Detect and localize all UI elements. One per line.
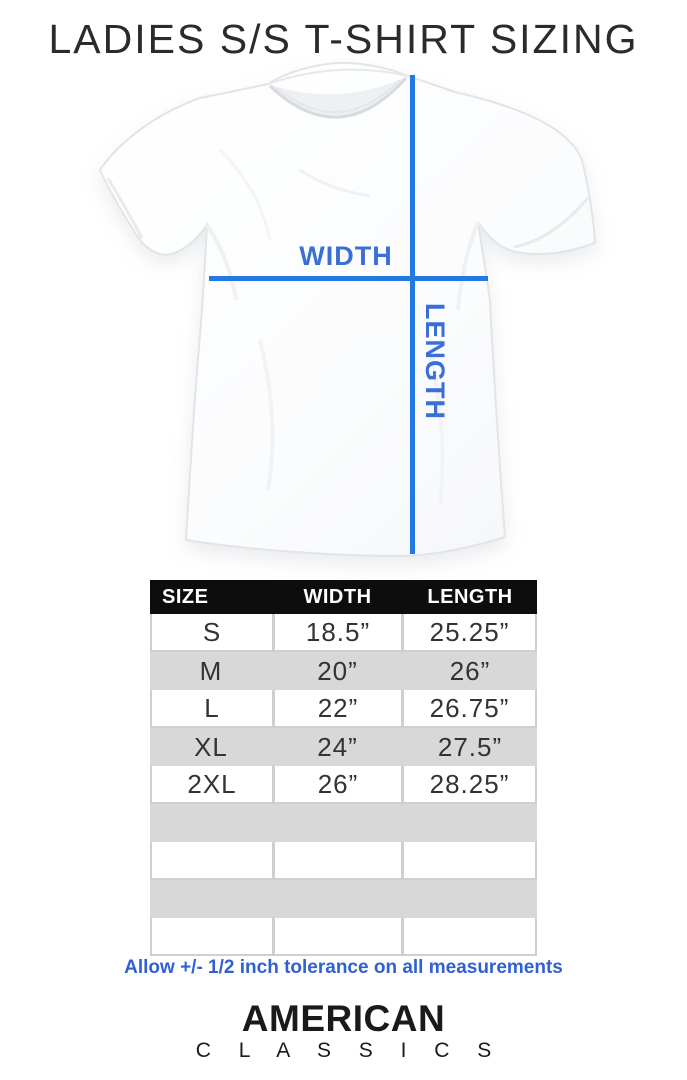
brand-name-line1: AMERICAN <box>241 998 446 1039</box>
brand-logo: AMERICAN C L A S S I C S <box>0 999 687 1063</box>
width-cell: 22” <box>275 690 401 726</box>
length-label: LENGTH <box>420 303 450 420</box>
size-row-xl: XL 24” 27.5” <box>150 728 537 766</box>
width-cell: 26” <box>275 766 401 802</box>
length-cell: 25.25” <box>404 614 535 650</box>
width-cell: 20” <box>317 655 358 686</box>
size-row-2xl: 2XL 26” 28.25” <box>150 766 537 804</box>
width-measure-line <box>209 276 488 281</box>
length-cell: 28.25” <box>404 766 535 802</box>
length-cell: 27.5” <box>437 731 503 762</box>
empty-row <box>150 804 537 842</box>
length-cell: 26” <box>449 655 491 686</box>
empty-row <box>150 918 537 956</box>
size-chart-header: SIZE WIDTH LENGTH <box>150 580 537 614</box>
empty-cell <box>275 842 401 878</box>
page-title: LADIES S/S T-SHIRT SIZING <box>48 16 639 62</box>
size-chart: SIZE WIDTH LENGTH S 18.5” 25.25” M 20” 2… <box>150 580 537 956</box>
tshirt-outline <box>98 61 597 558</box>
empty-cell <box>404 842 535 878</box>
empty-cell <box>152 918 272 954</box>
width-label: WIDTH <box>299 241 393 271</box>
empty-row <box>150 842 537 880</box>
tolerance-note: Allow +/- 1/2 inch tolerance on all meas… <box>124 957 563 978</box>
size-cell: 2XL <box>152 766 272 802</box>
size-cell: XL <box>194 731 228 762</box>
tshirt-graphic <box>98 61 597 558</box>
size-row-l: L 22” 26.75” <box>150 690 537 728</box>
size-cell: L <box>152 690 272 726</box>
width-cell: 24” <box>317 731 358 762</box>
length-cell: 26.75” <box>404 690 535 726</box>
header-cell-width: WIDTH <box>303 585 372 608</box>
header-cell-length: LENGTH <box>427 585 513 608</box>
size-cell: M <box>199 655 223 686</box>
size-row-m: M 20” 26” <box>150 652 537 690</box>
size-cell: S <box>152 614 272 650</box>
header-cell-size: SIZE <box>162 585 209 608</box>
width-cell: 18.5” <box>275 614 401 650</box>
size-row-s: S 18.5” 25.25” <box>150 614 537 652</box>
empty-cell <box>404 918 535 954</box>
length-measure-line <box>410 75 415 554</box>
brand-name-line2: C L A S S I C S <box>195 1039 503 1062</box>
empty-cell <box>152 842 272 878</box>
empty-cell <box>275 918 401 954</box>
empty-row <box>150 880 537 918</box>
